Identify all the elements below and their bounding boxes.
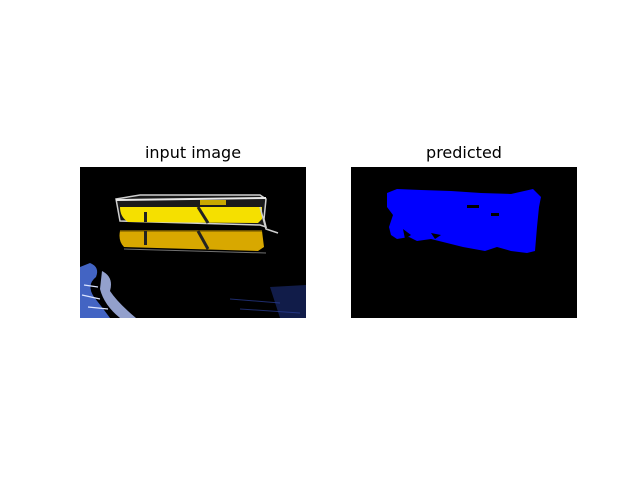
input-image-graphic xyxy=(80,167,306,318)
segmentation-mask xyxy=(387,189,541,253)
input-image-title: input image xyxy=(144,143,242,162)
predicted-title: predicted xyxy=(426,143,502,162)
predicted-mask-graphic xyxy=(351,167,577,318)
predicted-panel xyxy=(351,167,577,318)
boat-reflection xyxy=(119,231,264,251)
input-image-panel xyxy=(80,167,306,318)
boat-hull xyxy=(120,207,262,223)
water-highlight xyxy=(80,263,110,318)
